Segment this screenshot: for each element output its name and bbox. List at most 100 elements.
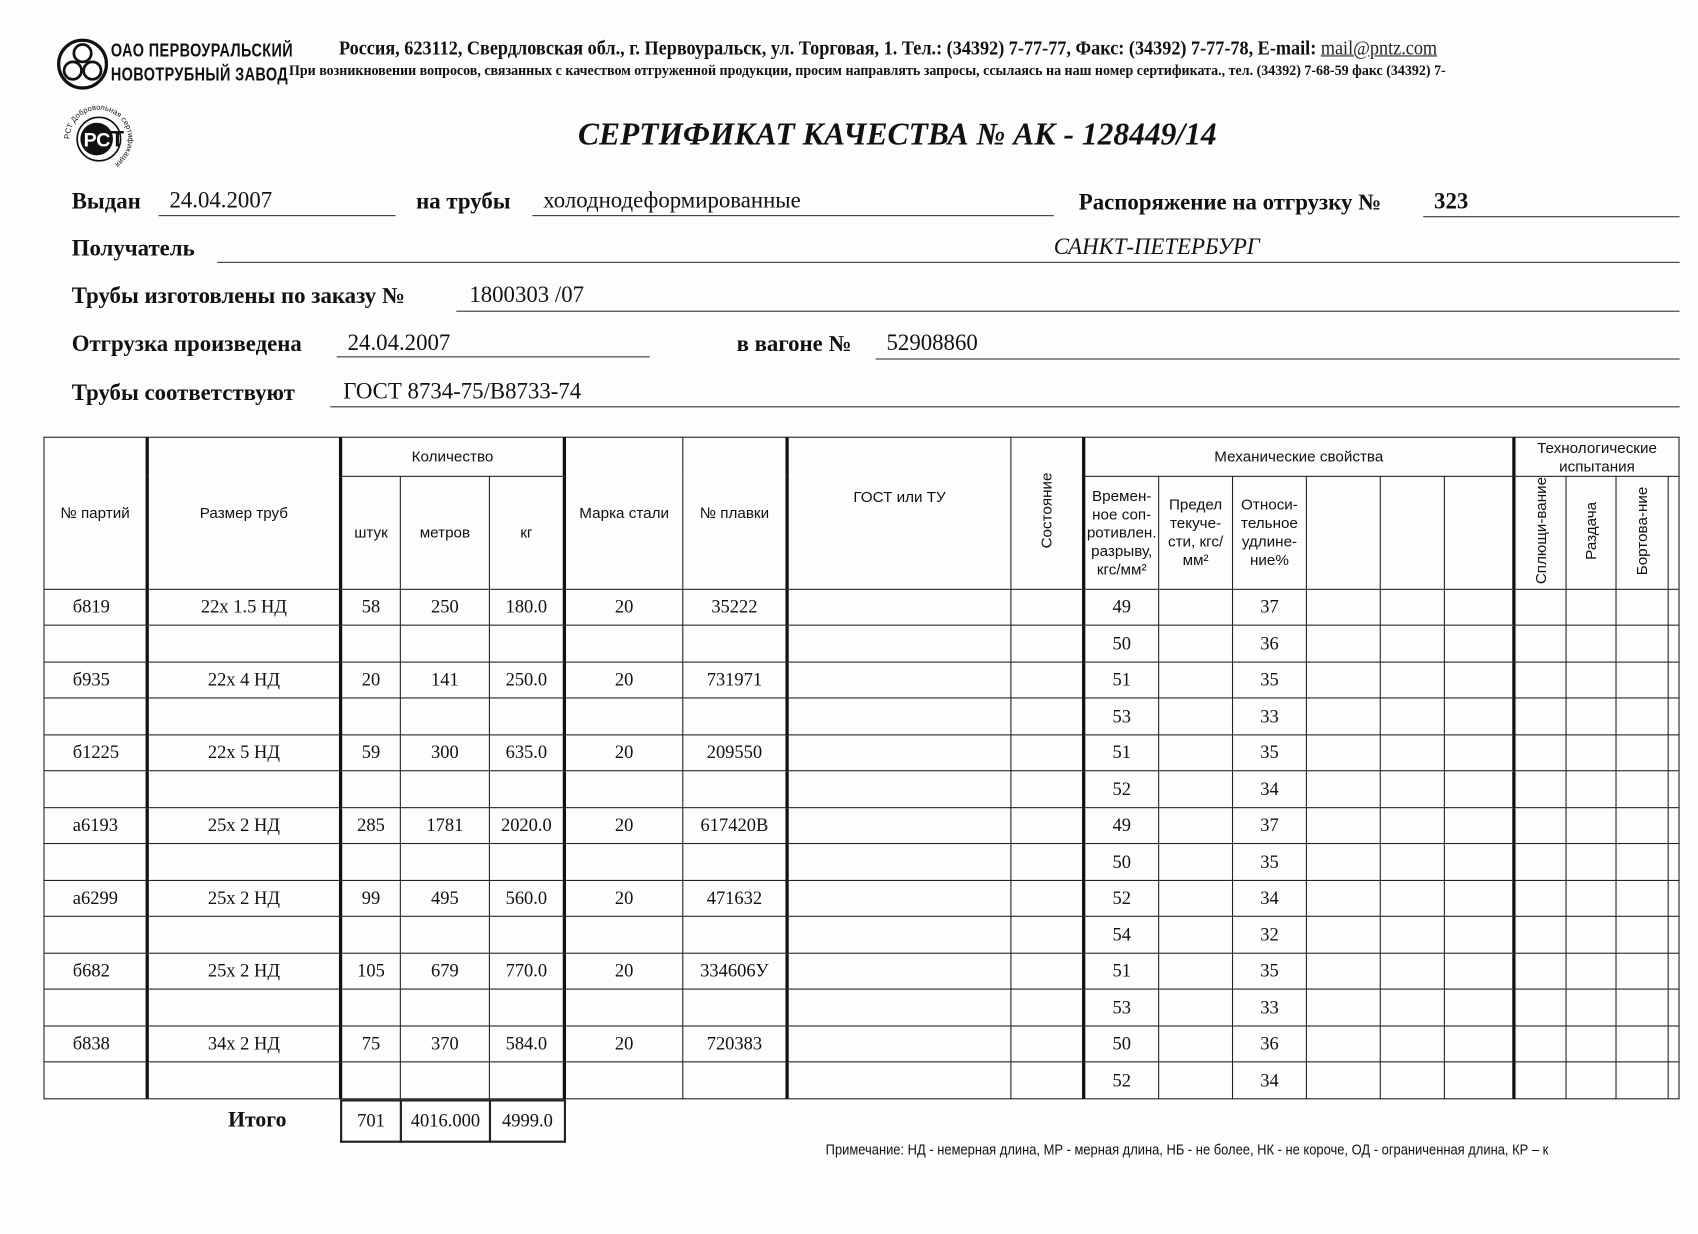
empty-cell — [1443, 916, 1516, 954]
heat-cell — [682, 697, 789, 736]
header-empty — [1443, 475, 1516, 590]
empty-cell — [1443, 1061, 1516, 1100]
meters-cell — [399, 988, 490, 1027]
expansion-cell — [1565, 806, 1617, 845]
kg-cell — [488, 843, 567, 881]
gost-cell — [786, 734, 1012, 772]
empty-cell — [1305, 1025, 1381, 1063]
header-size: Размер труб — [146, 436, 343, 590]
pntz-logo-icon — [57, 38, 109, 90]
kg-cell: 2020.0 — [488, 806, 567, 845]
flanging-cell — [1615, 697, 1669, 736]
wagon-label: в вагоне № — [736, 330, 852, 357]
elongation-cell: 34 — [1231, 1061, 1307, 1100]
size-cell — [146, 988, 343, 1027]
header-yield: Предел текуче-сти, кгс/мм² — [1158, 475, 1234, 590]
state-cell — [1010, 661, 1086, 699]
empty-cell — [1667, 806, 1680, 845]
quality-table: № партий Размер труб Количество Марка ст… — [43, 436, 1680, 1100]
table-row: 53 33 — [43, 697, 1680, 736]
heat-cell — [682, 1061, 789, 1100]
order-label: Распоряжение на отгрузку № — [1078, 189, 1382, 216]
batch-cell: б935 — [43, 661, 149, 699]
table-row: 53 33 — [43, 988, 1680, 1027]
empty-cell — [1443, 588, 1516, 626]
steel-cell: 20 — [563, 879, 684, 918]
steel-cell: 20 — [563, 734, 684, 772]
tensile-cell: 54 — [1083, 916, 1160, 954]
email-link[interactable]: mail@pntz.com — [1320, 36, 1438, 59]
empty-cell — [1379, 770, 1445, 808]
svg-text:Т: Т — [111, 127, 125, 152]
heat-cell: 471632 — [682, 879, 789, 918]
batch-cell: б1225 — [43, 734, 149, 772]
steel-cell — [563, 770, 684, 808]
gost-cell — [786, 697, 1012, 736]
empty-cell — [1305, 806, 1381, 845]
empty-cell — [1305, 661, 1381, 699]
gost-cell — [786, 770, 1012, 808]
heat-cell: 617420В — [682, 806, 789, 845]
expansion-cell — [1565, 770, 1617, 808]
wagon-value: 52908860 — [886, 329, 978, 356]
kg-cell — [488, 770, 567, 808]
state-cell — [1010, 879, 1086, 918]
yield-cell — [1158, 770, 1234, 808]
batch-cell — [43, 916, 149, 954]
flanging-cell — [1615, 806, 1669, 845]
empty-cell — [1667, 843, 1680, 881]
empty-cell — [1305, 1061, 1381, 1100]
steel-cell — [563, 1061, 684, 1100]
size-cell: 22х 4 НД — [146, 661, 343, 699]
heat-cell: 209550 — [682, 734, 789, 772]
header-gost: ГОСТ или ТУ — [786, 436, 1012, 590]
elongation-cell: 37 — [1231, 588, 1307, 626]
kg-cell — [488, 988, 567, 1027]
empty-cell — [1443, 952, 1516, 990]
empty-cell — [1379, 916, 1445, 954]
header-state: Состояние — [1010, 436, 1086, 590]
heat-cell: 35222 — [682, 588, 789, 626]
gost-cell — [786, 988, 1012, 1027]
meters-cell: 250 — [399, 588, 490, 626]
state-cell — [1010, 806, 1086, 845]
empty-cell — [1443, 843, 1516, 881]
empty-cell — [1443, 661, 1516, 699]
header-mechanical: Механические свойства — [1083, 436, 1516, 477]
size-cell: 25х 2 НД — [146, 952, 343, 990]
issued-value: 24.04.2007 — [169, 186, 273, 213]
elongation-cell: 33 — [1231, 988, 1307, 1027]
company-address: Россия, 623112, Свердловская обл., г. Пе… — [339, 37, 1437, 60]
empty-cell — [1305, 988, 1381, 1027]
empty-cell — [1667, 624, 1680, 663]
empty-cell — [1667, 1025, 1680, 1063]
batch-cell: а6299 — [43, 879, 149, 918]
yield-cell — [1158, 952, 1234, 990]
size-cell: 25х 2 НД — [146, 879, 343, 918]
total-pcs: 701 — [340, 1099, 402, 1143]
yield-cell — [1158, 697, 1234, 736]
made-value: 1800303 /07 — [469, 281, 585, 308]
empty-cell — [1667, 879, 1680, 918]
empty-cell — [1667, 988, 1680, 1027]
header-flanging-text: Бортова-ние — [1632, 486, 1651, 575]
empty-cell — [1667, 734, 1680, 772]
expansion-cell — [1565, 916, 1617, 954]
empty-cell — [1379, 806, 1445, 845]
tensile-cell: 53 — [1083, 697, 1160, 736]
empty-cell — [1443, 624, 1516, 663]
expansion-cell — [1565, 879, 1617, 918]
tensile-cell: 53 — [1083, 988, 1160, 1027]
table-row: б838 34х 2 НД 75 370 584.0 20 720383 50 36 — [43, 1025, 1680, 1063]
state-cell — [1010, 624, 1086, 663]
pcs-cell: 75 — [340, 1025, 401, 1063]
expansion-cell — [1565, 952, 1617, 990]
steel-cell — [563, 697, 684, 736]
flattening-cell — [1513, 843, 1567, 881]
empty-cell — [1379, 952, 1445, 990]
order-value: 323 — [1434, 187, 1469, 215]
header-state-text: Состояние — [1037, 473, 1055, 549]
header-technological: Технологические испытания — [1513, 436, 1680, 477]
flanging-cell — [1615, 988, 1669, 1027]
empty-cell — [1379, 843, 1445, 881]
